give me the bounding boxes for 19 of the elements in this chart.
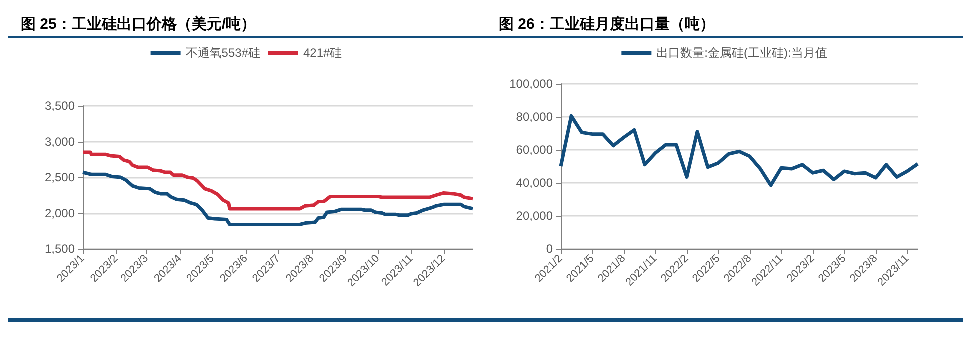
chart-title: 图 26：工业硅月度出口量（吨）: [499, 15, 715, 33]
legend-label: 出口数量:金属硅(工业硅):当月值: [656, 46, 828, 60]
legend-label: 不通氧553#硅: [186, 46, 261, 60]
legend-label: 421#硅: [304, 46, 342, 60]
y-tick-label: 2,000: [44, 206, 76, 220]
chart-title: 图 25：工业硅出口价格（美元/吨）: [21, 15, 256, 33]
y-tick-label: 2,500: [44, 170, 76, 184]
y-tick-label: 100,000: [510, 77, 554, 91]
line-series: [559, 114, 920, 188]
y-tick-label: 80,000: [516, 110, 554, 124]
y-tick-label: 20,000: [516, 209, 554, 223]
y-tick-label: 40,000: [516, 176, 554, 190]
y-tick-label: 3,000: [44, 134, 76, 149]
y-tick-label: 0: [546, 242, 554, 256]
line-series: [81, 150, 475, 211]
y-tick-label: 3,500: [44, 99, 76, 113]
y-tick-label: 60,000: [516, 143, 554, 157]
y-tick-label: 1,500: [44, 242, 76, 256]
line-series: [81, 170, 475, 226]
